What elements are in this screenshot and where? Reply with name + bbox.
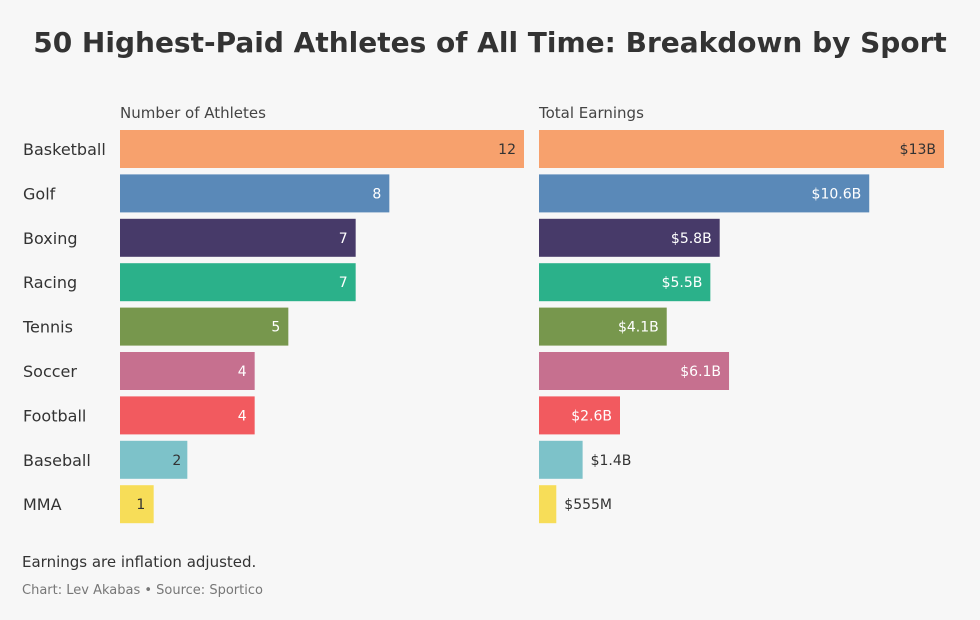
bar-1-soccer [539,352,730,390]
bar-1-mma [539,485,557,524]
value-label-0-soccer: 4 [238,364,247,380]
bar-1-basketball [539,130,944,168]
value-label-1-racing: $5.5B [662,275,703,291]
bar-1-golf [539,174,870,213]
category-label-football: Football [23,406,86,425]
category-label-golf: Golf [23,184,56,203]
value-label-1-golf: $10.6B [812,186,862,202]
bar-0-golf [120,174,390,213]
value-label-0-boxing: 7 [339,231,348,247]
value-label-1-tennis: $4.1B [618,320,659,336]
source-credit: Chart: Lev Akabas • Source: Sportico [22,583,263,598]
value-label-1-mma: $555M [564,497,612,513]
footnote: Earnings are inflation adjusted. [22,553,257,571]
value-label-0-mma: 1 [136,497,145,513]
value-label-1-football: $2.6B [571,408,612,424]
category-label-mma: MMA [23,495,62,514]
bar-0-racing [120,263,356,302]
bar-0-mma [120,485,154,524]
value-label-0-baseball: 2 [172,453,181,469]
category-label-soccer: Soccer [23,362,77,381]
bar-0-baseball [120,440,188,479]
bar-1-tennis [539,307,667,346]
value-label-1-boxing: $5.8B [671,231,712,247]
bar-1-boxing [539,218,720,257]
value-label-1-soccer: $6.1B [680,364,721,380]
value-label-0-football: 4 [238,408,247,424]
value-label-1-basketball: $13B [900,142,936,158]
category-label-boxing: Boxing [23,229,77,248]
value-label-0-golf: 8 [372,186,381,202]
category-label-tennis: Tennis [22,318,73,337]
bar-0-boxing [120,218,356,257]
panel-title-1: Total Earnings [538,104,644,122]
category-label-baseball: Baseball [23,451,91,470]
bar-1-baseball [539,440,583,479]
bar-0-football [120,396,255,435]
value-label-0-basketball: 12 [498,142,516,158]
value-label-0-tennis: 5 [271,320,280,336]
bar-0-soccer [120,352,255,390]
panel-title-0: Number of Athletes [120,104,266,122]
bar-1-racing [539,263,711,302]
value-label-1-baseball: $1.4B [591,453,632,469]
value-label-0-racing: 7 [339,275,348,291]
category-label-basketball: Basketball [23,140,106,159]
category-label-racing: Racing [23,273,77,292]
bar-0-basketball [120,130,524,168]
bar-0-tennis [120,307,289,346]
bar-1-football [539,396,620,435]
chart-title: 50 Highest-Paid Athletes of All Time: Br… [33,26,947,59]
